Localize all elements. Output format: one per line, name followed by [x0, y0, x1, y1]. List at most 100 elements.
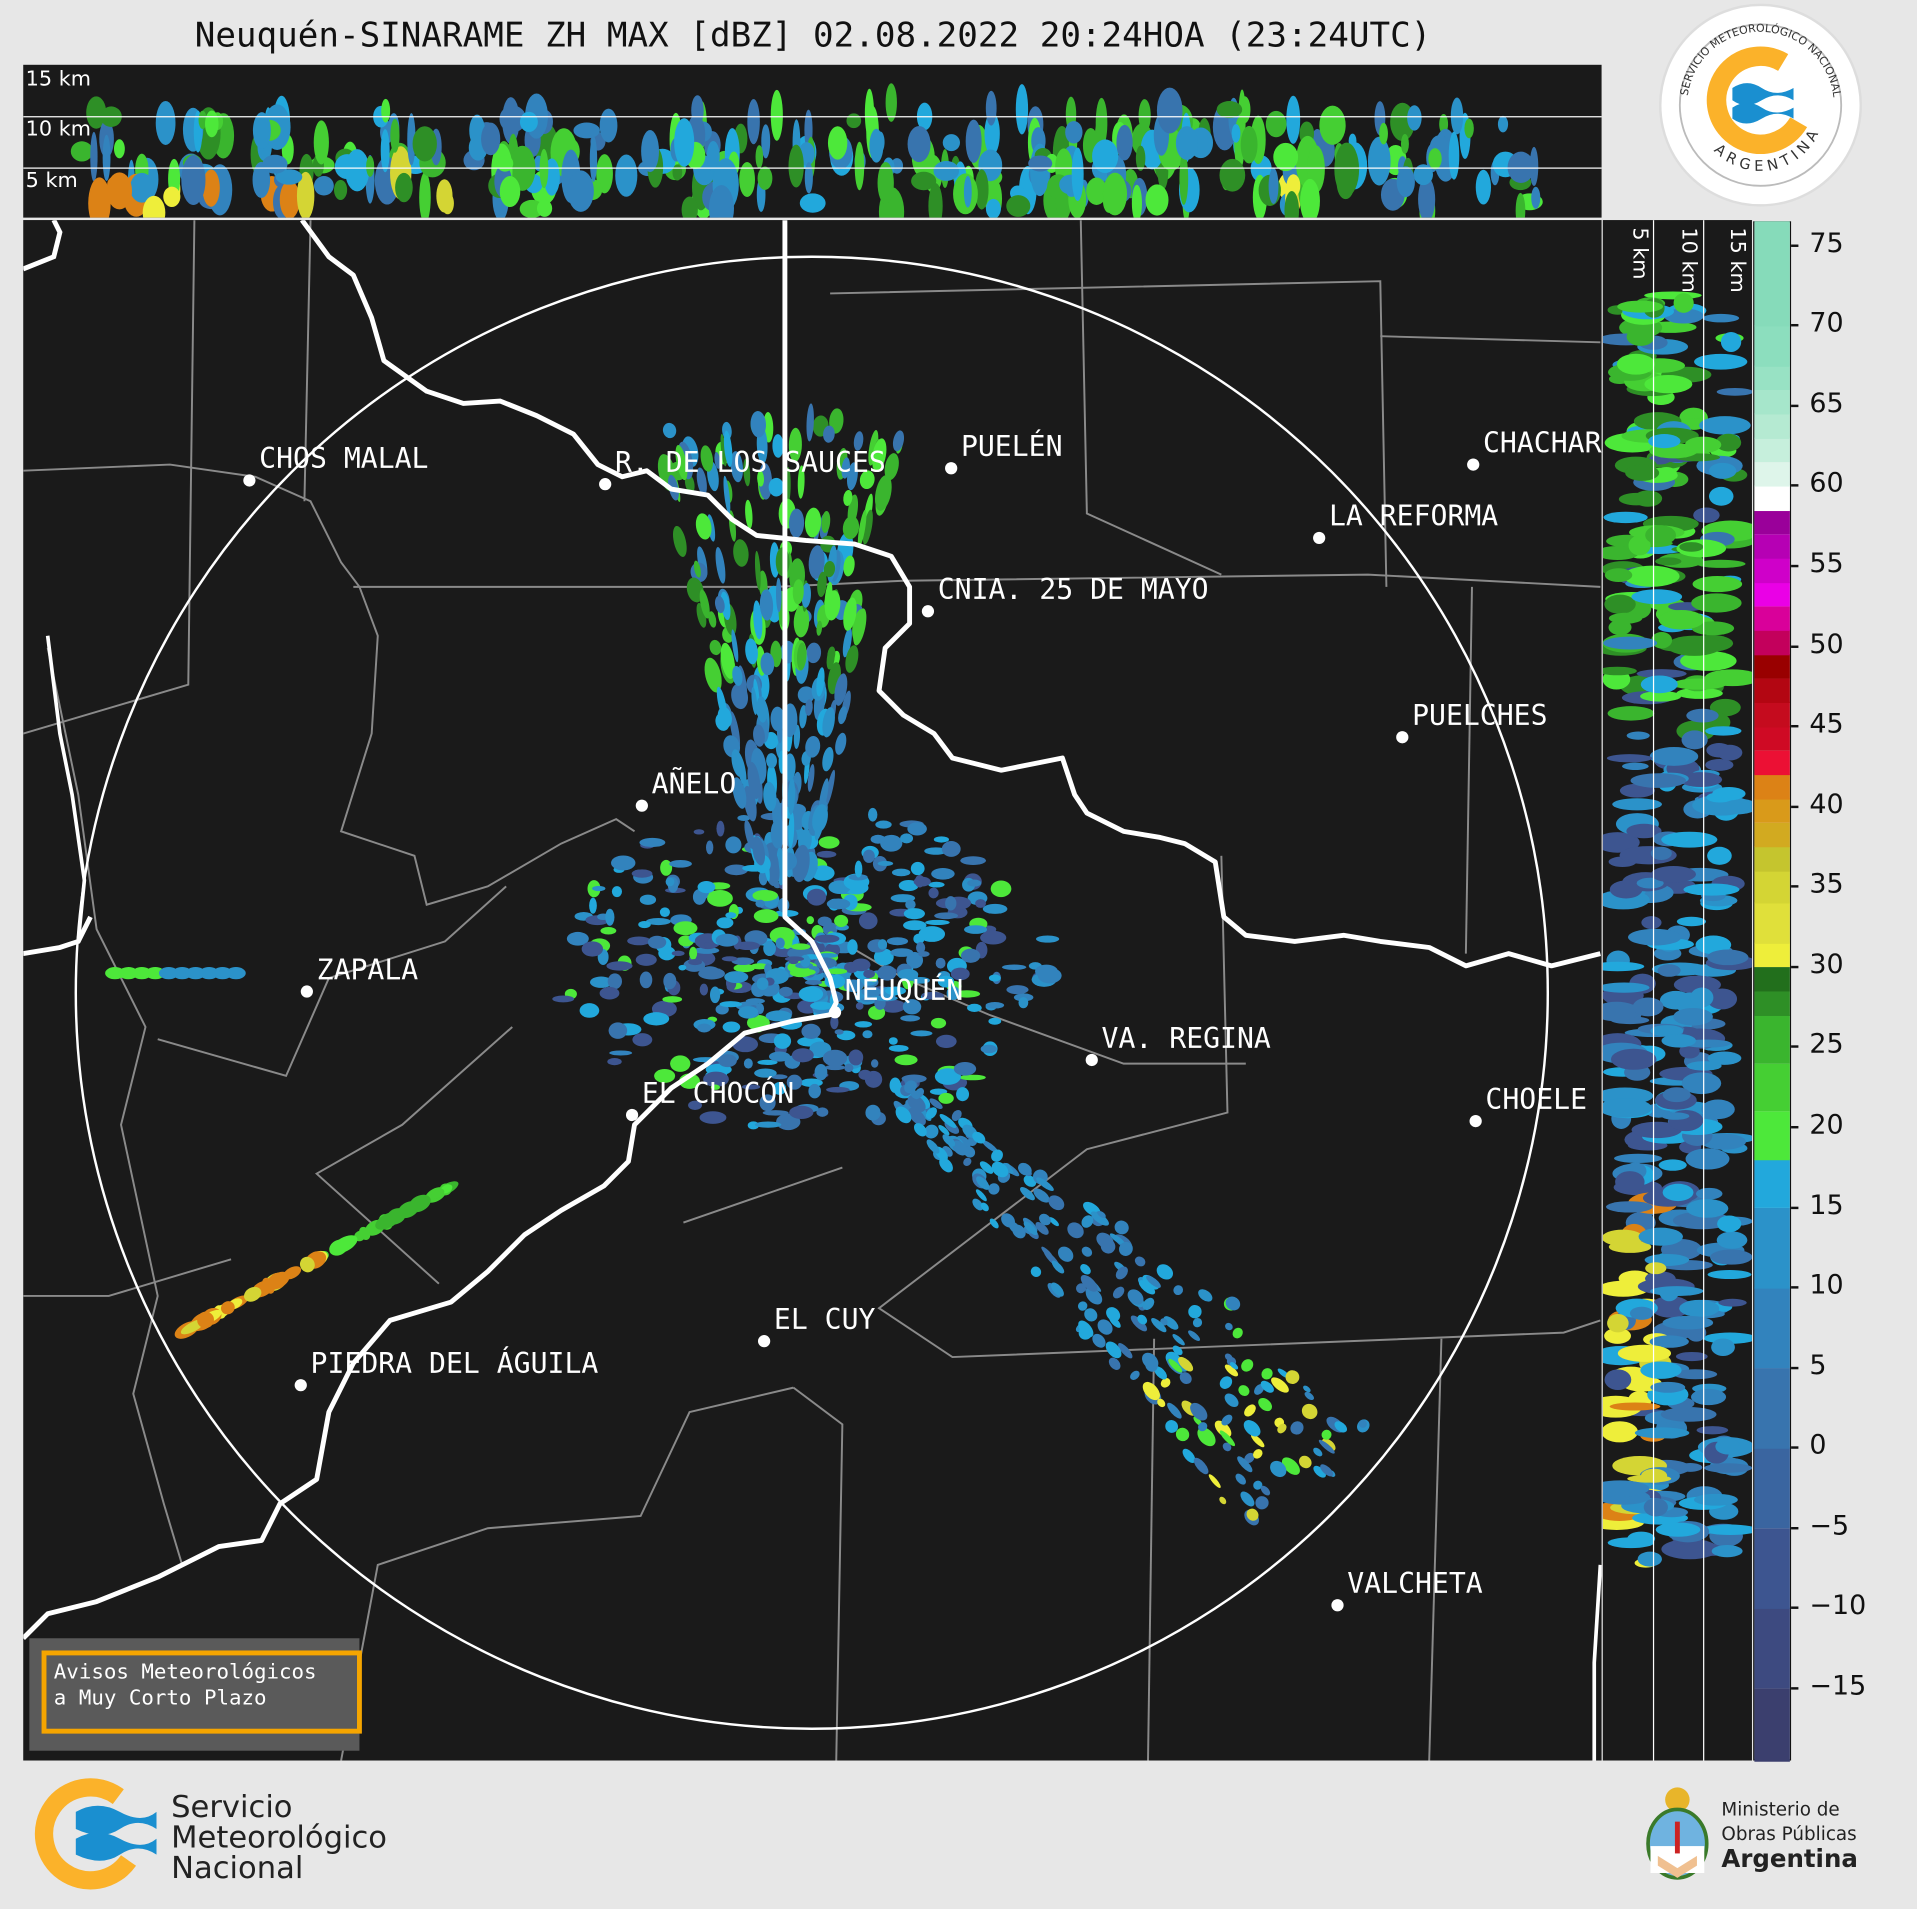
- echo-cell: [1033, 1188, 1050, 1203]
- echo-cell: [643, 1012, 670, 1026]
- echo-cell: [1096, 1232, 1114, 1249]
- echo-cell: [791, 1048, 814, 1063]
- echo-cell: [788, 508, 805, 538]
- echo-cell: [771, 1074, 788, 1080]
- echo-cell: [1720, 332, 1742, 352]
- echo-cell: [212, 967, 233, 980]
- echo-cell: [877, 939, 888, 950]
- echo-cell: [1707, 949, 1749, 966]
- echo-cell: [1190, 1402, 1208, 1421]
- echo-cell: [956, 1087, 970, 1102]
- echo-cell: [1078, 1320, 1094, 1338]
- echo-cell: [770, 89, 783, 141]
- echo-cell: [877, 965, 897, 981]
- echo-cell: [733, 539, 749, 567]
- echo-cell: [738, 1006, 759, 1019]
- echo-cell: [1157, 1398, 1166, 1408]
- echo-cell: [345, 149, 370, 192]
- echo-cell: [1716, 387, 1752, 396]
- echo-cell: [296, 171, 315, 218]
- echo-cell: [988, 974, 1001, 982]
- echo-cell: [1208, 1474, 1221, 1488]
- echo-cell: [1709, 698, 1741, 717]
- echo-cell: [788, 811, 795, 849]
- colorbar-band: [1754, 1688, 1790, 1762]
- echo-cell: [1336, 167, 1355, 200]
- echo-cell: [1036, 935, 1060, 943]
- echo-cell: [1131, 184, 1142, 218]
- echo-cell: [1707, 1051, 1742, 1065]
- city-label: PUELCHES: [1412, 700, 1548, 733]
- echo-cell: [1277, 1423, 1287, 1434]
- echo-cell: [1146, 1275, 1161, 1288]
- echo-cell: [1057, 1246, 1074, 1262]
- echo-cell: [974, 169, 989, 210]
- provincial-boundary: [23, 915, 93, 957]
- echo-cell: [1602, 1229, 1644, 1246]
- echo-cell: [1224, 1364, 1239, 1377]
- echo-cell: [872, 438, 887, 471]
- echo-cell: [754, 1121, 782, 1128]
- echo-cell: [714, 452, 721, 469]
- echo-cell: [693, 560, 701, 578]
- echo-cell: [1108, 1357, 1121, 1370]
- echo-cell: [855, 1002, 864, 1010]
- echo-cell: [1035, 1222, 1049, 1235]
- city-dot: [1469, 1114, 1482, 1128]
- avisos-button[interactable]: Avisos Meteorológicos a Muy Corto Plazo: [29, 1638, 362, 1751]
- echo-cell: [1008, 1221, 1021, 1234]
- echo-cell: [1658, 610, 1705, 630]
- avisos-button-frame[interactable]: Avisos Meteorológicos a Muy Corto Plazo: [41, 1650, 362, 1734]
- echo-cell: [1039, 1213, 1051, 1226]
- echo-cell: [1193, 1457, 1209, 1475]
- echo-cell: [989, 1218, 999, 1229]
- echo-cell: [1188, 1304, 1202, 1319]
- echo-cell: [1602, 1098, 1652, 1118]
- echo-cell: [750, 963, 769, 970]
- echo-cell: [950, 967, 970, 981]
- echo-cell: [861, 997, 875, 1002]
- echo-cell: [865, 1104, 881, 1121]
- echo-cell: [826, 1086, 850, 1093]
- echo-cell: [1680, 650, 1737, 671]
- height-line-10km: [1703, 220, 1705, 1761]
- echo-cell: [639, 894, 657, 905]
- map-canvas: [23, 220, 1602, 1761]
- colorbar-tick-label: 15: [1809, 1190, 1844, 1221]
- echo-cell: [907, 125, 931, 163]
- echo-cell: [299, 1256, 315, 1273]
- echo-cell: [703, 942, 712, 949]
- echo-cell: [723, 430, 733, 468]
- echo-cell: [1662, 1087, 1691, 1103]
- echo-cell: [745, 499, 753, 529]
- echo-cell: [1358, 1419, 1367, 1428]
- echo-cell: [670, 1055, 691, 1072]
- echo-cell: [1691, 1388, 1727, 1406]
- echo-cell: [1715, 433, 1742, 452]
- echo-cell: [1626, 731, 1650, 740]
- echo-cell: [1179, 1372, 1192, 1385]
- echo-cell: [886, 937, 909, 946]
- radar-ppi-map[interactable]: CHOS MALAL R. DE LOS SAUCES PUELÉN CHACH…: [23, 220, 1602, 1761]
- echo-cell: [942, 1134, 956, 1147]
- echo-cell: [858, 1069, 872, 1080]
- echo-cell: [1071, 147, 1084, 202]
- echo-cell: [924, 847, 948, 855]
- echo-cell: [768, 1051, 791, 1062]
- echo-cell: [1167, 1402, 1182, 1419]
- echo-cell: [1018, 997, 1029, 1009]
- echo-cell: [724, 864, 749, 876]
- echo-cell: [1650, 1286, 1704, 1297]
- echo-cell: [1650, 1381, 1686, 1393]
- echo-cell: [1701, 1099, 1735, 1120]
- echo-cell: [1253, 1449, 1263, 1459]
- echo-cell: [806, 916, 815, 925]
- echo-cell: [1255, 1496, 1269, 1510]
- ministerio-logo-text: Ministerio de Obras Públicas Argentina: [1721, 1797, 1857, 1873]
- echo-cell: [155, 100, 176, 145]
- colorbar-tick-label: 10: [1809, 1270, 1844, 1301]
- echo-cell: [1655, 557, 1682, 566]
- colorbar-band: [1754, 966, 1790, 992]
- echo-cell: [906, 951, 924, 969]
- echo-cell: [1602, 1280, 1649, 1297]
